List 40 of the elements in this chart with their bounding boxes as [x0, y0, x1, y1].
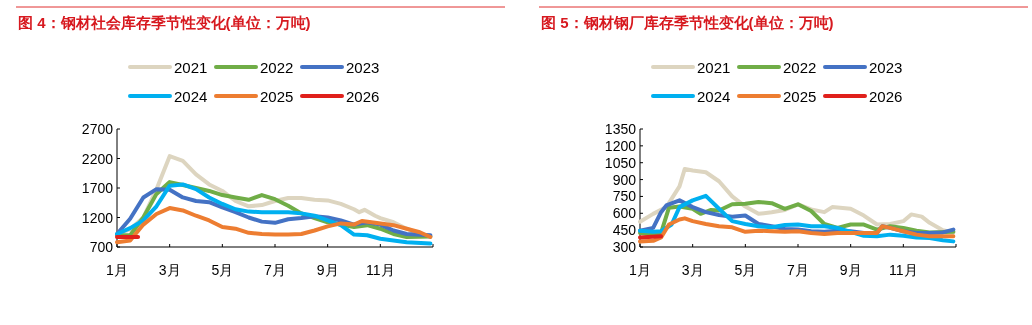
y-tick-label: 2200: [81, 150, 114, 167]
x-tick-label: 7月: [787, 262, 809, 278]
chart-title: 图 4：钢材社会库存季节性变化(单位：万吨): [18, 14, 311, 31]
y-tick-label: 1050: [604, 154, 637, 171]
x-tick-label: 5月: [734, 262, 757, 278]
legend-label: 2023: [346, 59, 380, 76]
y-tick-label: 750: [612, 188, 637, 205]
y-tick-label: 1350: [604, 121, 637, 137]
legend-label: 2021: [174, 59, 208, 76]
x-tick-label: 5月: [211, 262, 234, 278]
x-tick-label: 3月: [681, 262, 704, 278]
y-tick-label: 300: [612, 239, 637, 255]
y-tick-label: 700: [89, 239, 114, 255]
x-tick-label: 1月: [106, 262, 128, 278]
x-tick-label: 11月: [889, 262, 918, 278]
x-tick-label: 3月: [158, 262, 181, 278]
x-tick-label: 7月: [264, 262, 286, 278]
x-tick-label: 11月: [366, 262, 395, 278]
chart-title: 图 5：钢材钢厂库存季节性变化(单位：万吨): [541, 14, 834, 31]
y-tick-label: 600: [612, 205, 637, 222]
legend-label: 2025: [783, 88, 817, 105]
y-tick-label: 1700: [81, 180, 114, 196]
legend-label: 2025: [260, 88, 294, 105]
legend-label: 2022: [260, 59, 294, 76]
legend-label: 2023: [869, 59, 903, 76]
y-tick-label: 450: [612, 222, 637, 239]
legend-label: 2026: [869, 88, 903, 105]
legend-label: 2024: [174, 88, 208, 105]
legend-label: 2026: [346, 88, 380, 105]
y-tick-label: 1200: [604, 137, 637, 154]
y-tick-label: 900: [612, 171, 637, 188]
legend-label: 2024: [697, 88, 731, 105]
y-tick-label: 1200: [81, 209, 114, 226]
x-tick-label: 9月: [316, 262, 339, 278]
legend-label: 2022: [783, 59, 817, 76]
line-series: [638, 216, 956, 244]
x-tick-label: 9月: [839, 262, 862, 278]
x-tick-label: 1月: [629, 262, 651, 278]
y-tick-label: 2700: [81, 121, 114, 137]
legend-label: 2021: [697, 59, 731, 76]
